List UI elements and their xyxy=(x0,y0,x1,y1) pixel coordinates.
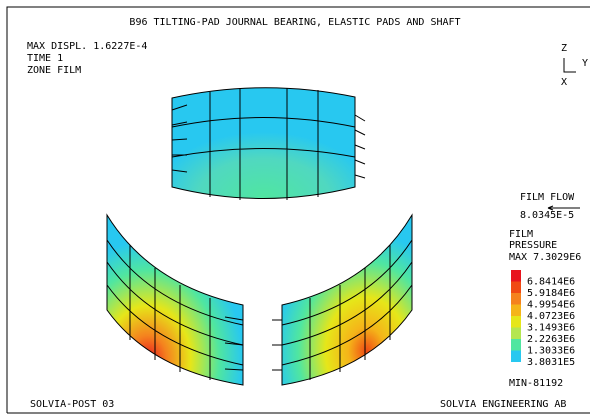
axis-label: Y xyxy=(582,58,588,69)
axis-label: Z xyxy=(561,43,567,54)
info: ZONE FILM xyxy=(27,65,81,76)
film-flow-label: FILM FLOW xyxy=(520,192,575,203)
legend-swatch xyxy=(511,270,521,282)
legend-label: 6.8414E6 xyxy=(527,277,575,288)
legend-swatch xyxy=(511,316,521,328)
title: B96 TILTING-PAD JOURNAL BEARING, ELASTIC… xyxy=(129,17,460,28)
legend-max: MAX 7.3029E6 xyxy=(509,252,581,263)
legend: 6.8414E65.9184E64.9954E64.0723E63.1493E6… xyxy=(511,270,575,368)
plot: B96 TILTING-PAD JOURNAL BEARING, ELASTIC… xyxy=(0,0,590,418)
legend-swatch xyxy=(511,293,521,305)
info: TIME 1 xyxy=(27,53,63,64)
footer-left: SOLVIA-POST 03 xyxy=(30,399,114,410)
legend-label: 1.3033E6 xyxy=(527,346,575,357)
info: MAX DISPL. 1.6227E-4 xyxy=(27,41,147,52)
legend-title: PRESSURE xyxy=(509,240,557,251)
axis-label: X xyxy=(561,77,567,88)
legend-min: MIN-81192 xyxy=(509,378,563,389)
legend-label: 3.8031E5 xyxy=(527,357,575,368)
pad-top xyxy=(172,88,355,199)
legend-swatch xyxy=(511,305,521,317)
axis-triad: Z Y X xyxy=(561,43,588,88)
legend-swatch xyxy=(511,351,521,363)
legend-swatch xyxy=(511,339,521,351)
legend-label: 5.9184E6 xyxy=(527,288,575,299)
film-flow-value: 8.0345E-5 xyxy=(520,210,574,221)
footer-right: SOLVIA ENGINEERING AB xyxy=(440,399,566,410)
legend-title: FILM xyxy=(509,229,533,240)
legend-label: 4.9954E6 xyxy=(527,300,575,311)
legend-label: 3.1493E6 xyxy=(527,323,575,334)
legend-label: 2.2263E6 xyxy=(527,334,575,345)
legend-swatch xyxy=(511,282,521,294)
legend-label: 4.0723E6 xyxy=(527,311,575,322)
legend-swatch xyxy=(511,328,521,340)
